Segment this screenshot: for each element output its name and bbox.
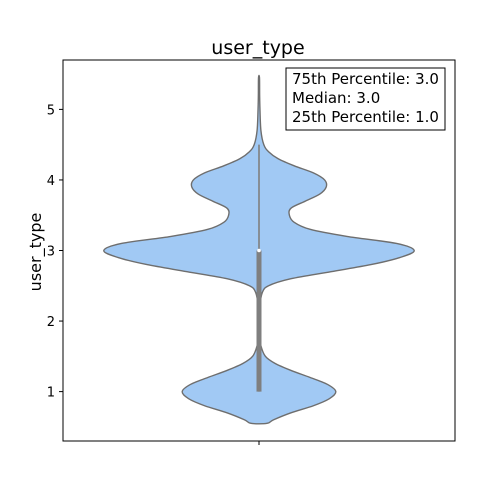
y-tick-label: 5 (47, 103, 55, 118)
annotation-q1: 25th Percentile: 1.0 (292, 108, 439, 126)
y-tick-label: 2 (47, 315, 55, 330)
annotation-median: Median: 3.0 (292, 89, 380, 107)
y-tick-label: 4 (47, 174, 55, 189)
y-axis-label: user_type (26, 213, 46, 292)
y-tick-label: 3 (47, 245, 55, 260)
y-tick-label: 1 (47, 386, 55, 401)
box-group (256, 144, 262, 392)
annotation-q3: 75th Percentile: 3.0 (292, 70, 439, 88)
y-axis-ticks: 1 2 3 4 5 (47, 103, 63, 401)
median-marker (257, 248, 261, 253)
iqr-box (256, 250, 262, 392)
annotation-frame (285, 67, 446, 131)
stats-annotation: 75th Percentile: 3.0 Median: 3.0 25th Pe… (285, 67, 446, 131)
chart-title: user_type (211, 37, 304, 59)
